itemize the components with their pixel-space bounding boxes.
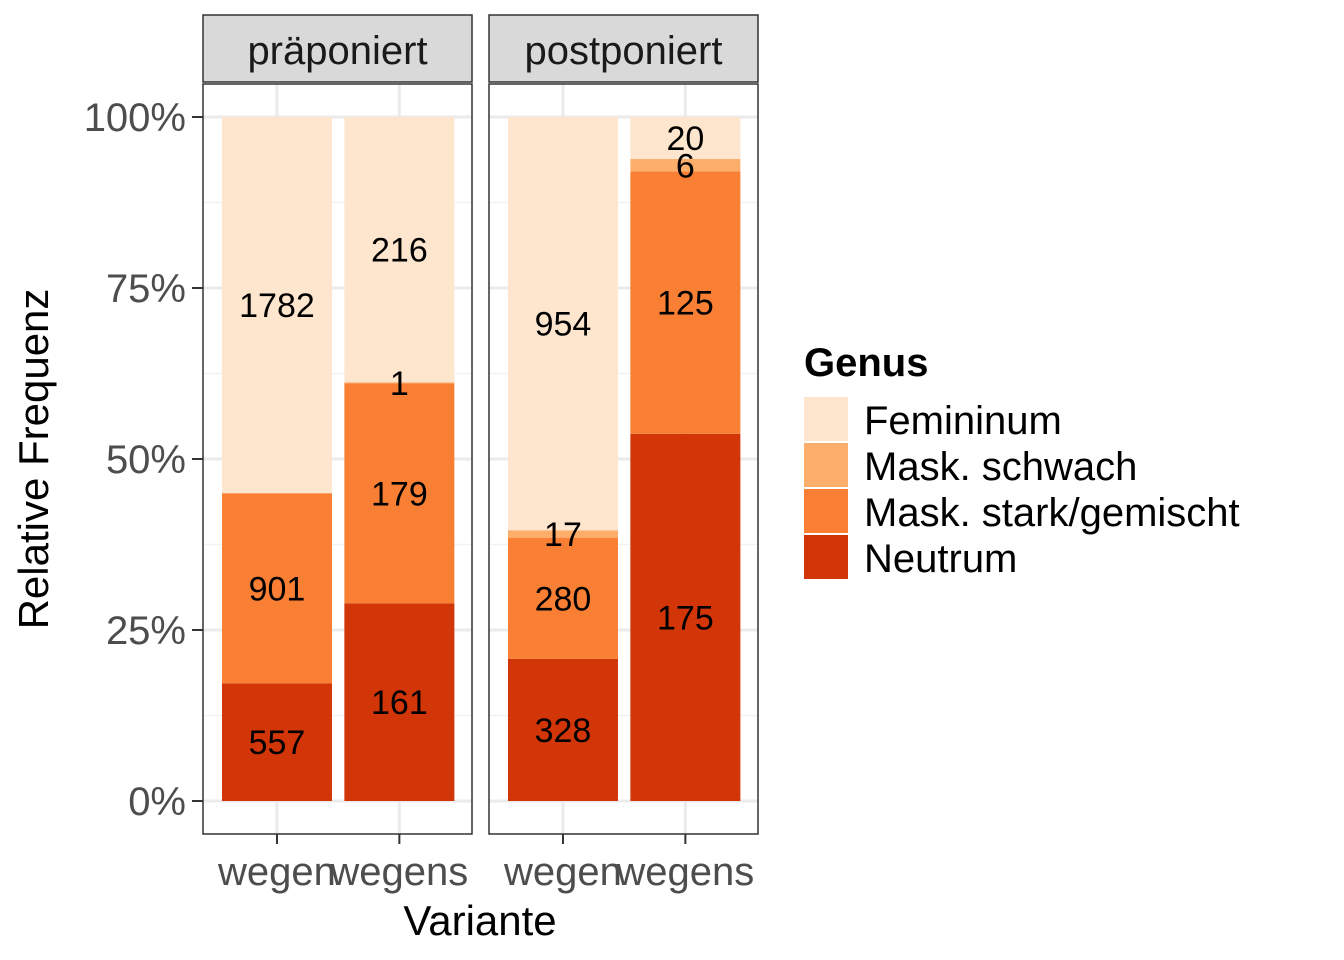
bar-segment-mask-schwach	[344, 382, 455, 384]
legend-key-mask-schwach	[804, 443, 848, 487]
x-axis-title: Variante	[403, 897, 556, 944]
y-tick-label: 75%	[106, 267, 186, 311]
bar-value-label: 1782	[239, 287, 315, 325]
y-tick-label: 50%	[106, 438, 186, 482]
bar-value-label: 17	[544, 516, 582, 554]
x-tick-label: wegens	[329, 850, 468, 894]
bar-segment-mask-stark-gemischt	[630, 171, 741, 434]
bar-value-label: 280	[535, 580, 592, 618]
bar-value-label: 954	[535, 306, 592, 344]
y-tick-label: 0%	[128, 780, 186, 824]
bar-segment-mask-schwach	[630, 158, 741, 172]
legend-label: Mask. stark/gemischt	[864, 491, 1240, 535]
legend-key-mask-stark-gemischt	[804, 489, 848, 533]
bar-value-label: 557	[249, 724, 306, 762]
facet-strip	[488, 14, 759, 83]
bar-value-label: 901	[249, 570, 306, 608]
bar-segment-neutrum	[221, 683, 332, 801]
y-axis-title: Relative Frequenz	[10, 289, 57, 630]
legend-label: Neutrum	[864, 537, 1017, 581]
bar-value-label: 216	[371, 232, 428, 270]
bar-value-label: 1	[390, 365, 409, 403]
facet-strip	[202, 14, 473, 83]
bar-value-label: 20	[666, 120, 704, 158]
bar-segment-neutrum	[344, 603, 455, 801]
legend-key-neutrum	[804, 535, 848, 579]
bar-segment-mask-stark-gemischt	[507, 537, 618, 659]
legend-label: Mask. schwach	[864, 445, 1137, 489]
bar-value-label: 175	[657, 599, 714, 637]
bar-segment-mask-stark-gemischt	[221, 493, 332, 684]
x-tick-label: wegens	[615, 850, 754, 894]
panel-border	[202, 83, 473, 835]
bar-segment-neutrum	[507, 658, 618, 801]
bar-value-label: 161	[371, 684, 428, 722]
x-tick-label: wegen	[217, 850, 336, 894]
y-axis: 0% 25% 50% 75% 100%	[84, 96, 203, 824]
y-tick-label: 100%	[84, 96, 186, 140]
bar-value-label: 328	[535, 712, 592, 750]
facet-strip-label: postponiert	[525, 29, 723, 73]
facet-strip-label: präponiert	[247, 29, 427, 73]
y-tick-label: 25%	[106, 609, 186, 653]
bar-segment-mask-stark-gemischt	[344, 383, 455, 604]
panel-border	[488, 83, 759, 835]
x-tick-label: wegen	[503, 850, 622, 894]
legend-title: Genus	[804, 341, 928, 385]
bar-segment-femininum	[630, 117, 741, 159]
bar-value-label: 125	[657, 285, 714, 323]
bar-segment-femininum	[507, 117, 618, 531]
bar-segment-mask-schwach	[507, 530, 618, 538]
bar-segment-femininum	[221, 117, 332, 494]
bar-segment-neutrum	[630, 433, 741, 801]
bar-segment-femininum	[344, 117, 455, 383]
bar-value-label: 179	[371, 475, 428, 513]
facet-panels: 55790117821611791216präponiertwegenwegen…	[202, 14, 759, 894]
legend-label: Femininum	[864, 399, 1062, 443]
facet-praeponiert: 557 901 1782 161 179 1 216 präponiert wegenwegen…	[202, 14, 473, 894]
facet-postponiert: 328 280 17 954 175 125 620 postponiert wegenwege…	[488, 14, 759, 894]
bar-value-label: 6	[676, 147, 695, 185]
legend-key-femininum	[804, 397, 848, 441]
